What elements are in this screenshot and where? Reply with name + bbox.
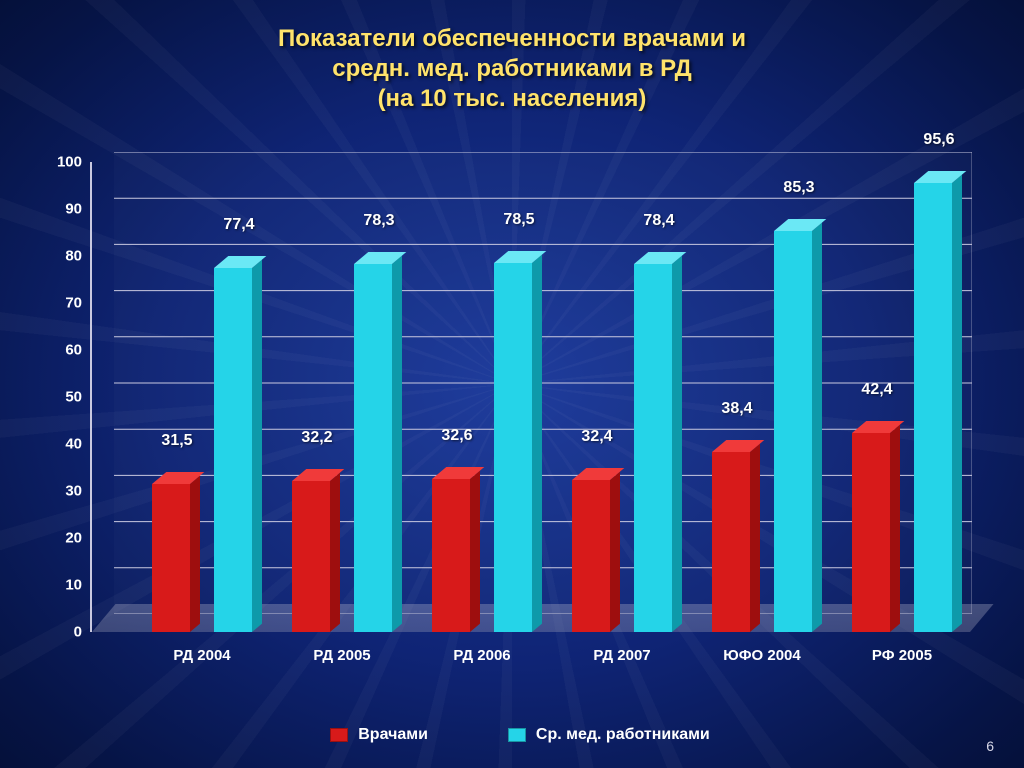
x-tick-label: РД 2006 (453, 647, 510, 664)
bar-doctors (712, 452, 750, 632)
legend-label-doctors: Врачами (358, 726, 428, 744)
data-label-nurses: 78,3 (363, 212, 394, 230)
x-tick-label: РД 2007 (593, 647, 650, 664)
bar-nurses (494, 263, 532, 632)
bar-nurses (774, 231, 812, 632)
title-line-1: Показатели обеспеченности врачами и (0, 24, 1024, 54)
legend-item-nurses: Ср. мед. работниками (508, 726, 710, 744)
data-label-nurses: 95,6 (923, 131, 954, 149)
legend-item-doctors: Врачами (330, 726, 428, 744)
x-tick-label: РД 2005 (313, 647, 370, 664)
y-tick-label: 90 (50, 201, 82, 218)
page-number: 6 (986, 738, 994, 754)
data-label-doctors: 38,4 (721, 400, 752, 418)
bar-doctors (432, 479, 470, 632)
y-tick-label: 40 (50, 436, 82, 453)
title-line-3: (на 10 тыс. населения) (0, 84, 1024, 114)
data-label-nurses: 85,3 (783, 179, 814, 197)
bar-nurses (354, 264, 392, 632)
bar-doctors (152, 484, 190, 632)
legend-swatch-doctors (330, 728, 348, 742)
y-tick-label: 100 (50, 154, 82, 171)
y-tick-label: 20 (50, 530, 82, 547)
y-tick-label: 50 (50, 389, 82, 406)
data-label-doctors: 32,4 (581, 428, 612, 446)
legend-label-nurses: Ср. мед. работниками (536, 726, 710, 744)
title-line-2: средн. мед. работниками в РД (0, 54, 1024, 84)
y-tick-label: 10 (50, 577, 82, 594)
bar-nurses (914, 183, 952, 632)
x-tick-label: РД 2004 (173, 647, 230, 664)
data-label-nurses: 78,4 (643, 212, 674, 230)
bar-doctors (292, 481, 330, 632)
bar-nurses (214, 268, 252, 632)
plot-area: РД 200477,431,5РД 200578,332,2РД 200678,… (90, 162, 970, 632)
legend: Врачами Ср. мед. работниками (220, 720, 820, 750)
chart-title: Показатели обеспеченности врачами и сред… (0, 24, 1024, 114)
data-label-doctors: 42,4 (861, 381, 892, 399)
y-tick-label: 80 (50, 248, 82, 265)
bar-doctors (852, 433, 890, 632)
data-label-doctors: 32,6 (441, 427, 472, 445)
y-tick-label: 30 (50, 483, 82, 500)
legend-swatch-nurses (508, 728, 526, 742)
data-label-doctors: 32,2 (301, 429, 332, 447)
bar-nurses (634, 264, 672, 632)
x-tick-label: РФ 2005 (872, 647, 932, 664)
chart-area: РД 2004 77,4 31,5 РД 2005 78,3 32,2 РД 2006 78,… (46, 150, 984, 670)
data-label-nurses: 77,4 (223, 216, 254, 234)
data-label-doctors: 31,5 (161, 432, 192, 450)
y-tick-label: 70 (50, 295, 82, 312)
y-tick-label: 60 (50, 342, 82, 359)
bar-doctors (572, 480, 610, 632)
x-tick-label: ЮФО 2004 (723, 647, 800, 664)
y-tick-label: 0 (50, 624, 82, 641)
data-label-nurses: 78,5 (503, 211, 534, 229)
